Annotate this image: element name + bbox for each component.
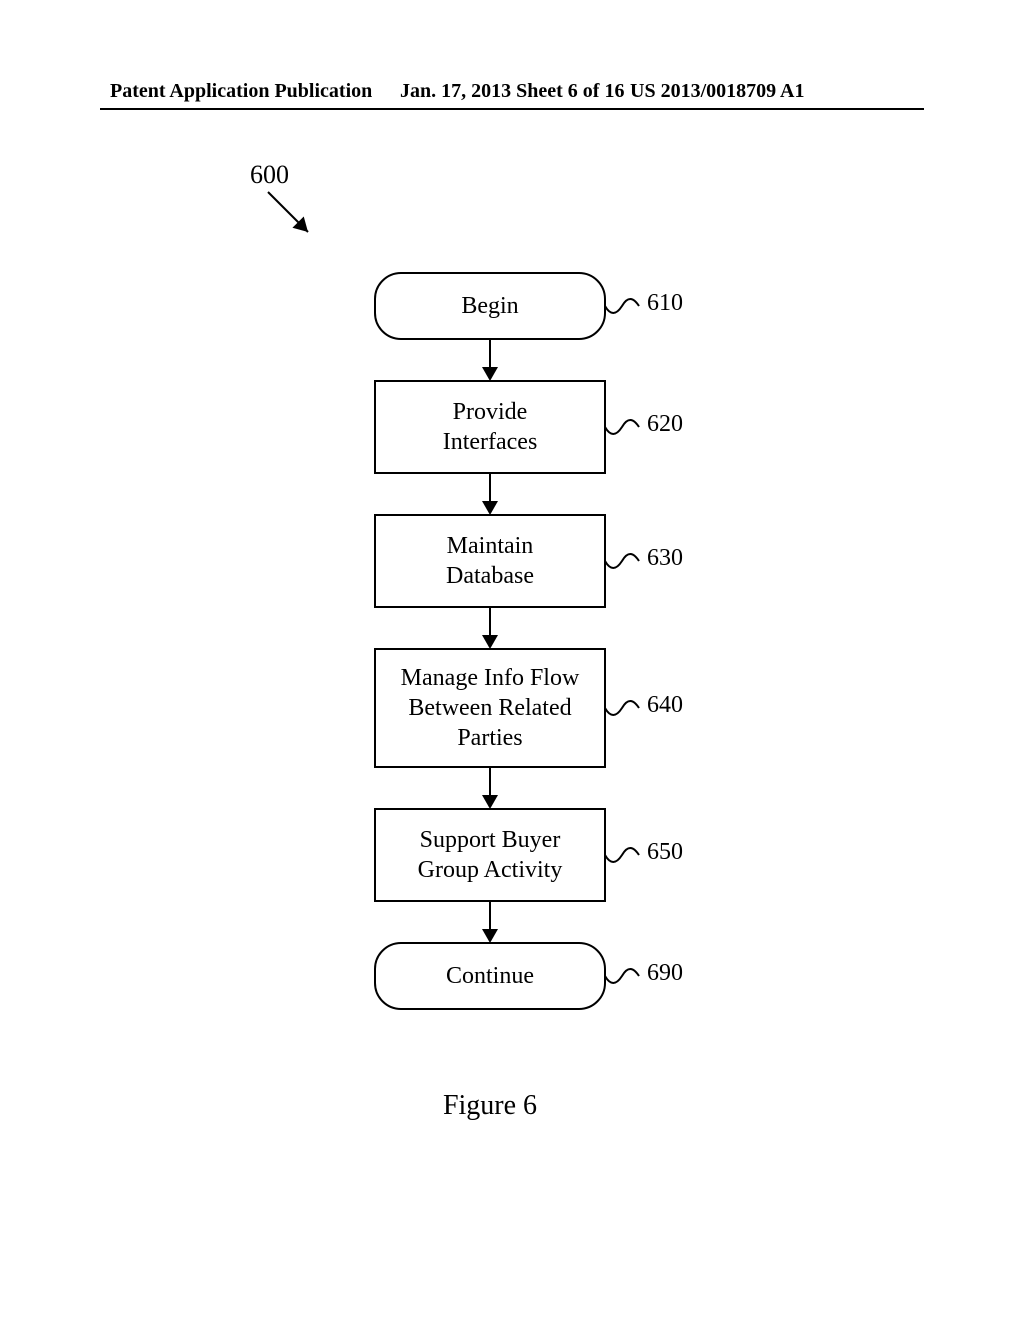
- node-label-630: MaintainDatabase: [375, 515, 605, 607]
- ref-label-630: 630: [647, 545, 683, 572]
- page: Patent Application Publication Jan. 17, …: [0, 0, 1024, 1320]
- ref-label-610: 610: [647, 290, 683, 317]
- flowchart-diagram: 600 610Begin620ProvideInterfaces630Maint…: [0, 0, 1024, 1320]
- node-label-620: ProvideInterfaces: [375, 381, 605, 473]
- node-label-650: Support BuyerGroup Activity: [375, 809, 605, 901]
- node-label-610: Begin: [375, 273, 605, 339]
- figure-caption: Figure 6: [400, 1090, 580, 1122]
- ref-label-690: 690: [647, 960, 683, 987]
- ref-label-640: 640: [647, 692, 683, 719]
- node-label-690: Continue: [375, 943, 605, 1009]
- ref-label-650: 650: [647, 839, 683, 866]
- ref-label-620: 620: [647, 411, 683, 438]
- node-label-640: Manage Info FlowBetween RelatedParties: [375, 649, 605, 767]
